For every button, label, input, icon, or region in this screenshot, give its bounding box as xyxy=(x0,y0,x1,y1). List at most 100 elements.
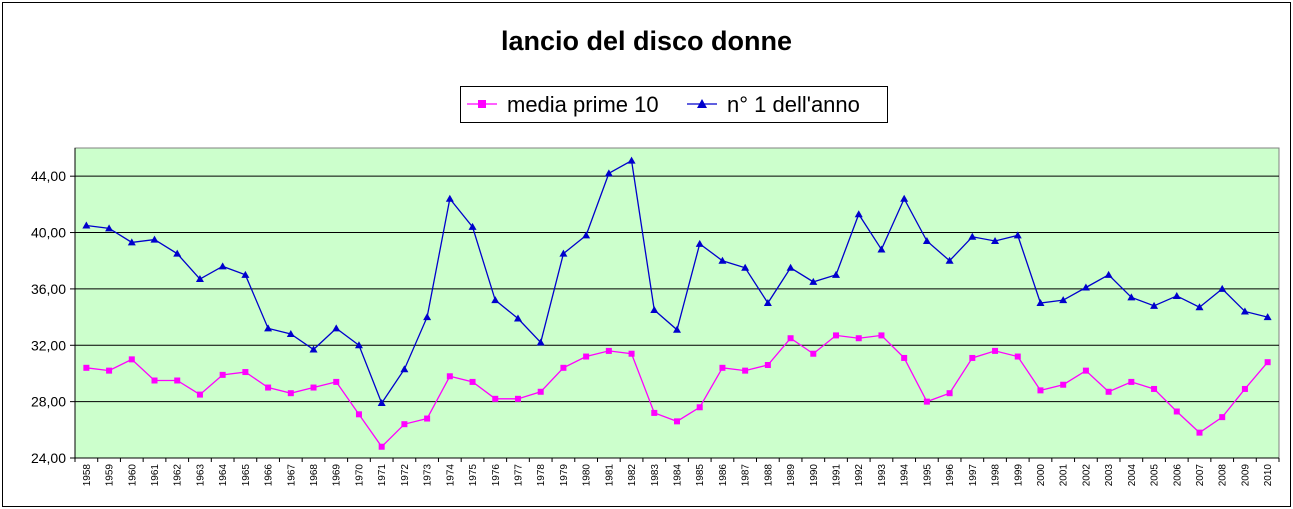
data-point-s1-2005 xyxy=(1151,385,1158,392)
data-point-s2-2002 xyxy=(1081,283,1090,291)
x-tick-label-1997: 1997 xyxy=(968,464,979,487)
y-tick-label-3: 36,00 xyxy=(31,281,66,297)
x-tick-label-1986: 1986 xyxy=(718,464,729,487)
x-tick-label-1992: 1992 xyxy=(854,464,865,487)
data-point-s2-1966 xyxy=(264,324,273,332)
x-tick-label-1980: 1980 xyxy=(582,464,593,487)
data-point-s2-1961 xyxy=(150,235,159,243)
data-point-s2-1996 xyxy=(945,256,954,264)
x-tick-label-1962: 1962 xyxy=(173,464,184,487)
data-point-s2-1969 xyxy=(332,324,341,332)
x-tick-label-1976: 1976 xyxy=(491,464,502,487)
data-point-s1-2010 xyxy=(1264,359,1271,366)
x-tick-label-1994: 1994 xyxy=(900,464,911,487)
legend-swatch-series-1 xyxy=(467,100,497,108)
data-point-s1-1960 xyxy=(128,356,135,363)
data-point-s2-1973 xyxy=(423,313,432,321)
x-tick-label-1963: 1963 xyxy=(195,464,206,487)
x-tick-label-1993: 1993 xyxy=(877,464,888,487)
data-point-s2-1983 xyxy=(650,306,659,314)
x-tick-label-1975: 1975 xyxy=(468,464,479,487)
data-point-s2-1993 xyxy=(877,245,886,253)
x-tick-label-2007: 2007 xyxy=(1195,464,1206,487)
series-markers xyxy=(82,156,1272,450)
x-tick-labels: 1958 1959 1960 1961 1962 1963 1964 1965 1966 1967… xyxy=(82,464,1274,487)
x-tick-label-1979: 1979 xyxy=(559,464,570,487)
x-tick-label-1983: 1983 xyxy=(650,464,661,487)
data-point-s1-1996 xyxy=(946,390,953,397)
data-point-s2-1988 xyxy=(763,299,772,306)
data-point-s2-1967 xyxy=(286,330,295,337)
x-tick-label-1972: 1972 xyxy=(400,464,411,487)
x-tick-label-1958: 1958 xyxy=(82,464,93,487)
x-tick-label-1982: 1982 xyxy=(627,464,638,487)
x-tick-label-1961: 1961 xyxy=(150,464,161,487)
x-tick-label-1966: 1966 xyxy=(264,464,275,487)
data-point-s1-2002 xyxy=(1082,367,1089,374)
data-point-s2-1986 xyxy=(718,256,727,264)
data-point-s2-1978 xyxy=(536,338,545,346)
x-tick-label-2002: 2002 xyxy=(1081,464,1092,487)
data-point-s2-1985 xyxy=(695,239,704,247)
data-point-s1-2000 xyxy=(1037,387,1044,394)
x-tick-label-1959: 1959 xyxy=(105,464,116,487)
x-tick-label-1964: 1964 xyxy=(218,464,229,487)
data-point-s1-1971 xyxy=(378,443,385,450)
data-point-s2-1989 xyxy=(786,263,795,271)
data-point-s2-1995 xyxy=(922,237,931,244)
data-point-s2-1979 xyxy=(559,249,568,257)
gridlines xyxy=(75,175,1279,403)
data-point-s2-1964 xyxy=(218,262,227,270)
data-point-s2-1990 xyxy=(809,277,818,285)
data-point-s2-2003 xyxy=(1104,270,1113,278)
data-point-s2-1984 xyxy=(673,325,681,333)
data-point-s1-1966 xyxy=(265,384,272,391)
data-point-s1-1983 xyxy=(651,409,658,416)
x-tick-label-1977: 1977 xyxy=(513,464,524,487)
y-tick-label-2: 32,00 xyxy=(31,337,66,353)
data-point-s1-1975 xyxy=(469,378,476,385)
data-point-s1-1967 xyxy=(287,390,294,397)
data-point-s1-2001 xyxy=(1060,381,1067,388)
data-point-s1-1982 xyxy=(628,350,635,357)
axes xyxy=(70,148,1280,462)
data-point-s1-1985 xyxy=(696,404,703,411)
data-point-s1-2009 xyxy=(1241,385,1248,392)
y-tick-label-1: 28,00 xyxy=(31,394,66,410)
x-tick-label-1981: 1981 xyxy=(604,464,615,487)
legend-swatch-series-2 xyxy=(687,99,717,108)
data-point-s2-1982 xyxy=(627,156,636,164)
data-point-s1-2003 xyxy=(1105,388,1112,395)
x-tick-label-1995: 1995 xyxy=(922,464,933,487)
data-point-s1-2006 xyxy=(1173,408,1180,415)
x-tick-label-1999: 1999 xyxy=(1013,464,1024,487)
y-tick-labels: 24,00 28,00 32,00 36,00 40,00 44,00 xyxy=(31,168,66,466)
data-point-s1-1995 xyxy=(923,398,930,405)
data-point-s1-1963 xyxy=(196,391,203,398)
data-point-s1-1969 xyxy=(333,378,340,385)
x-tick-label-1989: 1989 xyxy=(786,464,797,487)
x-tick-label-1998: 1998 xyxy=(991,464,1002,487)
y-tick-label-4: 40,00 xyxy=(31,225,66,241)
data-point-s1-1981 xyxy=(605,347,612,354)
data-point-s2-2009 xyxy=(1240,307,1249,315)
data-point-s1-2008 xyxy=(1219,414,1226,421)
legend-item-series-2: n° 1 dell'anno xyxy=(685,87,860,122)
x-tick-label-1969: 1969 xyxy=(332,464,343,487)
data-point-s1-1984 xyxy=(674,418,680,425)
data-point-s2-1980 xyxy=(582,231,591,239)
data-point-s2-1972 xyxy=(400,365,409,373)
data-point-s2-1958 xyxy=(82,221,91,229)
data-point-s2-2008 xyxy=(1218,284,1227,292)
data-point-s1-1999 xyxy=(1014,353,1021,360)
data-point-s1-1994 xyxy=(901,354,908,361)
data-point-s1-1968 xyxy=(310,384,317,391)
data-point-s2-1998 xyxy=(991,237,1000,244)
data-point-s2-1997 xyxy=(968,232,977,240)
x-tick-label-2009: 2009 xyxy=(1240,464,1251,487)
x-tick-label-2004: 2004 xyxy=(1127,464,1138,487)
y-tick-label-5: 44,00 xyxy=(31,168,66,184)
data-point-s1-1974 xyxy=(446,373,453,380)
y-tick-label-0: 24,00 xyxy=(31,450,66,466)
